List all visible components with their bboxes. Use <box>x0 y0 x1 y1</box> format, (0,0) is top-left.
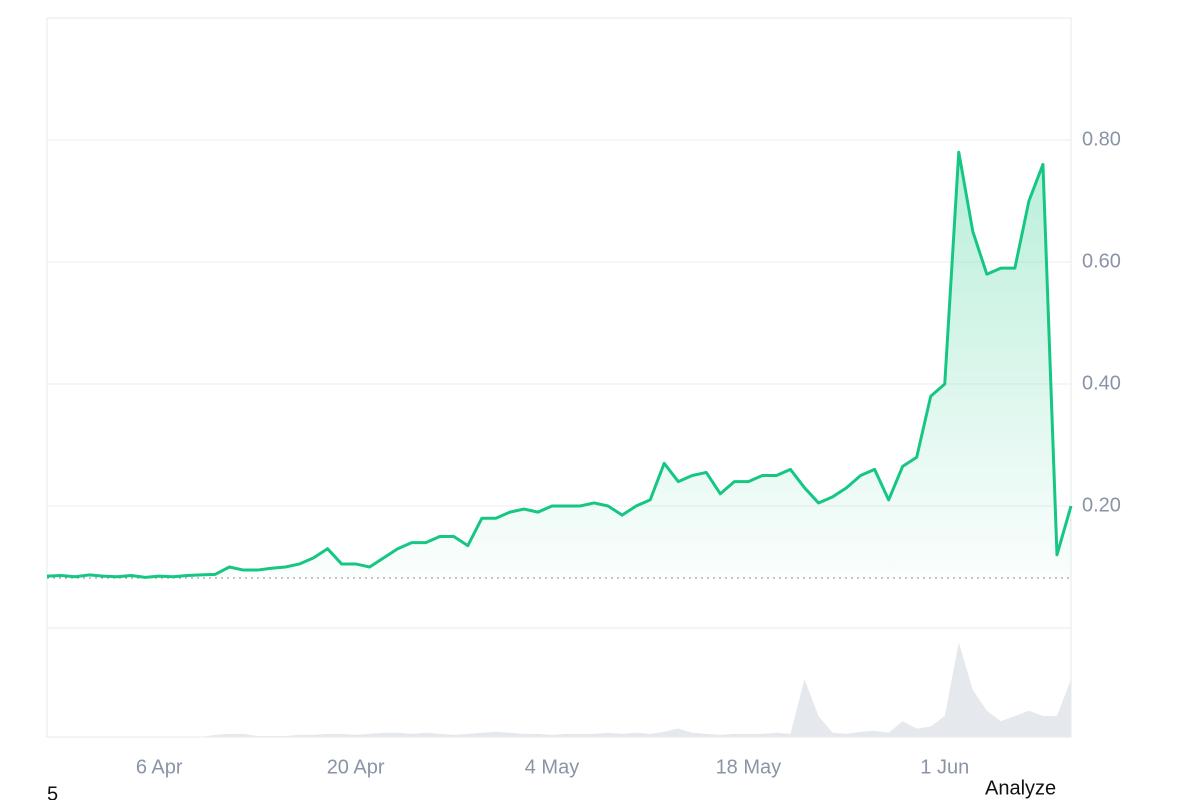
y-tick-label: 0.80 <box>1082 128 1121 150</box>
footer-right[interactable]: Analyze <box>985 777 1056 799</box>
x-tick-label: 1 Jun <box>920 756 969 778</box>
volume-area <box>47 642 1071 737</box>
footer-left: 5 <box>47 783 58 800</box>
plot-frame <box>46 17 1072 738</box>
x-tick-label: 20 Apr <box>327 756 385 778</box>
x-tick-label: 18 May <box>716 756 782 778</box>
x-tick-label: 4 May <box>525 756 579 778</box>
price-line <box>46 150 1073 579</box>
y-tick-label: 0.20 <box>1082 494 1121 516</box>
price-area <box>47 152 1071 578</box>
y-tick-label: 0.40 <box>1082 372 1121 394</box>
x-tick-label: 6 Apr <box>136 756 183 778</box>
y-tick-label: 0.60 <box>1082 250 1121 272</box>
